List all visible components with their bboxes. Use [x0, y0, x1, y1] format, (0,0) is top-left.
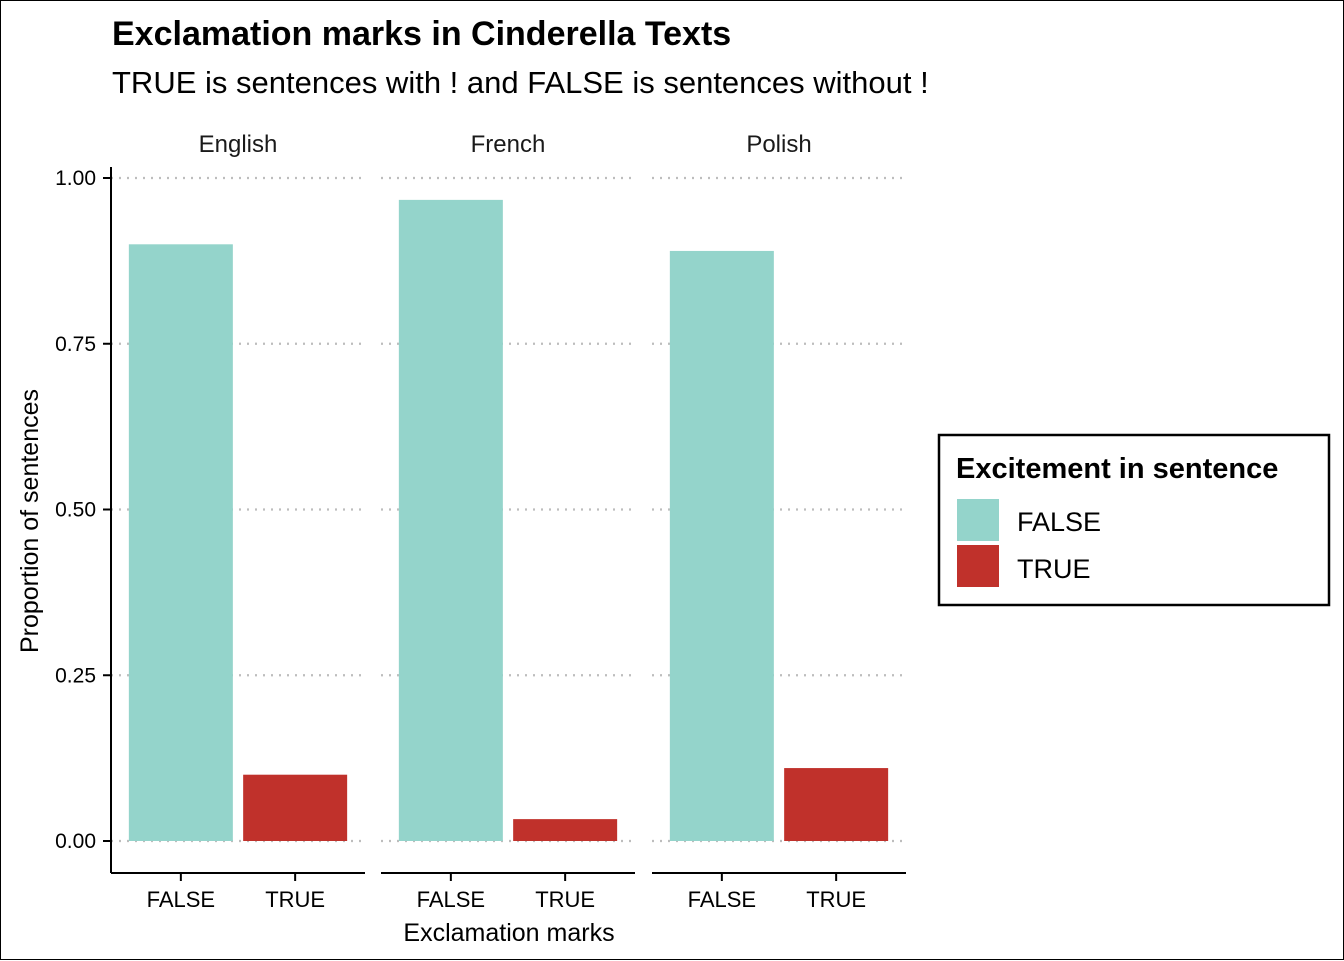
bar-english-false	[128, 244, 233, 842]
facet-panels: English FALSE TRUE French FALSE TRUE Polish FAL…	[111, 131, 906, 912]
bar-french-false	[398, 199, 503, 841]
bar-polish-true	[784, 768, 889, 841]
y-tick-label: 0.25	[55, 664, 96, 687]
bar-english-true	[243, 774, 348, 841]
facet-polish: Polish FALSE TRUE	[652, 131, 906, 912]
legend-title: Excitement in sentence	[956, 453, 1278, 485]
x-tick-label: FALSE	[688, 887, 756, 912]
legend-label-false: FALSE	[1017, 507, 1101, 537]
y-tick-label: 0.00	[55, 830, 96, 853]
legend-swatch-true	[957, 545, 999, 587]
y-axis-title: Proportion of sentences	[16, 389, 44, 653]
x-tick-label: FALSE	[147, 887, 215, 912]
legend-swatch-false	[957, 499, 999, 541]
chart-title: Exclamation marks in Cinderella Texts	[112, 15, 731, 53]
facet-french: French FALSE TRUE	[381, 131, 635, 912]
y-axis: 0.00 0.25 0.50 0.75 1.00	[55, 167, 112, 873]
x-tick-label: TRUE	[535, 887, 595, 912]
facet-strip-label: English	[199, 131, 278, 158]
x-tick-label: TRUE	[806, 887, 866, 912]
x-tick-label: TRUE	[265, 887, 325, 912]
legend-box	[937, 433, 1331, 607]
legend: Excitement in sentence FALSE TRUE	[937, 433, 1331, 607]
bar-french-true	[513, 819, 618, 841]
y-tick-label: 1.00	[55, 167, 96, 190]
y-tick-label: 0.50	[55, 499, 96, 522]
x-tick-label: FALSE	[417, 887, 485, 912]
facet-strip-label: French	[471, 131, 546, 158]
chart-subtitle: TRUE is sentences with ! and FALSE is se…	[112, 65, 929, 100]
x-axis-title: Exclamation marks	[403, 919, 614, 947]
facet-english: English FALSE TRUE	[111, 131, 365, 912]
bar-polish-false	[669, 250, 774, 841]
legend-label-true: TRUE	[1017, 554, 1091, 584]
y-tick-label: 0.75	[55, 333, 96, 356]
facet-strip-label: Polish	[746, 131, 811, 158]
